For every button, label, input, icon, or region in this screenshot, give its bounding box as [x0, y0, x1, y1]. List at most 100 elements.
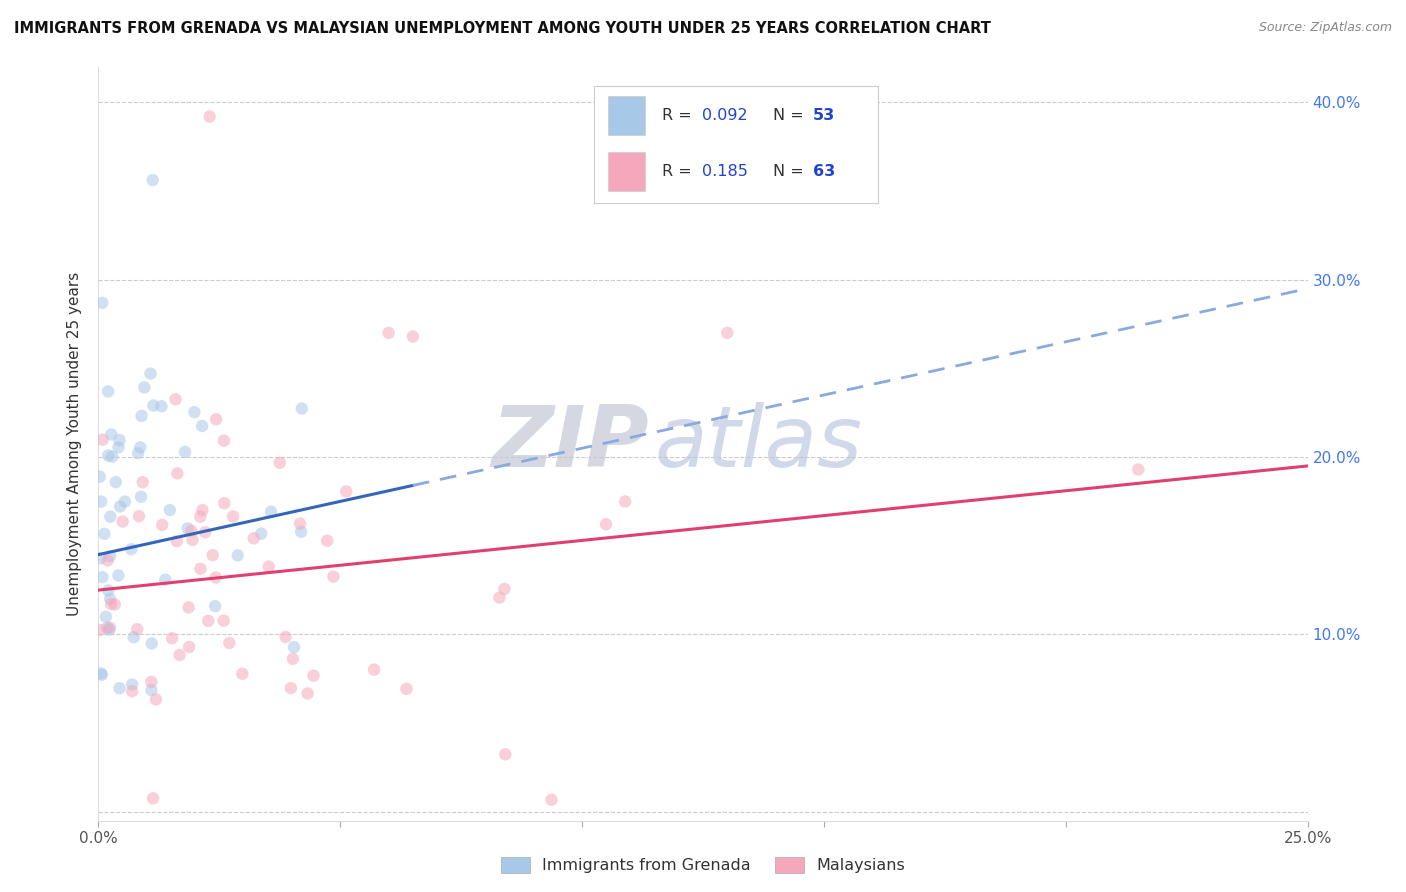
Point [150, 517, 173, 532]
Point [212, 496, 235, 510]
Point [169, 648, 191, 662]
Point [716, 326, 738, 340]
Point [93, 526, 115, 541]
Point [111, 515, 134, 529]
Point [127, 446, 149, 460]
Point [204, 570, 226, 584]
Point [89, 623, 111, 637]
Point [218, 636, 240, 650]
Point [91, 570, 114, 584]
Point [204, 599, 226, 614]
Point [141, 674, 163, 689]
Point [281, 652, 304, 666]
Point [160, 631, 183, 645]
Point [183, 405, 205, 419]
Point [94, 609, 117, 624]
Point [139, 367, 162, 381]
Point [395, 681, 418, 696]
Point [129, 441, 152, 455]
Point [201, 548, 224, 562]
Point [141, 683, 163, 698]
Point [274, 630, 297, 644]
Point [121, 684, 143, 698]
Point [89, 551, 111, 566]
Point [101, 450, 124, 464]
Point [316, 533, 339, 548]
Point [97, 553, 120, 567]
Point [540, 793, 562, 807]
Point [91, 295, 114, 310]
Point [250, 526, 273, 541]
Point [402, 329, 425, 343]
Point [190, 562, 212, 576]
Legend: Immigrants from Grenada, Malaysians: Immigrants from Grenada, Malaysians [495, 850, 911, 880]
Point [377, 326, 399, 340]
Point [142, 399, 165, 413]
Point [231, 666, 253, 681]
Point [363, 663, 385, 677]
Point [134, 380, 156, 394]
Point [97, 449, 120, 463]
Point [197, 614, 219, 628]
Point [98, 509, 121, 524]
Point [166, 534, 188, 549]
Point [150, 399, 173, 413]
Point [98, 549, 121, 563]
Y-axis label: Unemployment Among Youth under 25 years: Unemployment Among Youth under 25 years [67, 272, 83, 615]
Point [614, 494, 637, 508]
Point [280, 681, 302, 695]
Point [122, 630, 145, 644]
Point [335, 484, 357, 499]
Point [302, 669, 325, 683]
Point [488, 591, 510, 605]
Point [142, 791, 165, 805]
Point [188, 509, 211, 524]
Point [98, 621, 121, 635]
Point [108, 433, 131, 447]
Point [107, 568, 129, 582]
Point [226, 549, 249, 563]
Point [142, 173, 165, 187]
Point [98, 591, 121, 606]
Point [212, 614, 235, 628]
Text: Source: ZipAtlas.com: Source: ZipAtlas.com [1258, 21, 1392, 34]
Point [127, 622, 149, 636]
Point [288, 516, 311, 531]
Point [494, 747, 516, 762]
Point [97, 583, 120, 598]
Point [89, 469, 111, 483]
Text: IMMIGRANTS FROM GRENADA VS MALAYSIAN UNEMPLOYMENT AMONG YOUTH UNDER 25 YEARS COR: IMMIGRANTS FROM GRENADA VS MALAYSIAN UNE… [14, 21, 991, 36]
Point [155, 573, 177, 587]
Point [322, 569, 344, 583]
Point [260, 505, 283, 519]
Point [174, 445, 197, 459]
Point [114, 494, 136, 508]
Point [191, 503, 214, 517]
Point [177, 600, 200, 615]
Text: ZIP: ZIP [491, 402, 648, 485]
Point [191, 419, 214, 434]
Point [91, 433, 114, 447]
Point [269, 456, 291, 470]
Point [107, 441, 129, 455]
Point [165, 392, 187, 407]
Point [141, 636, 163, 650]
Point [494, 582, 516, 596]
Point [121, 677, 143, 691]
Point [120, 542, 142, 557]
Point [291, 401, 314, 416]
Text: atlas: atlas [655, 402, 863, 485]
Point [96, 621, 118, 635]
Point [290, 524, 312, 539]
Point [145, 692, 167, 706]
Point [159, 503, 181, 517]
Point [1128, 462, 1150, 476]
Point [104, 475, 127, 490]
Point [129, 490, 152, 504]
Point [90, 494, 112, 508]
Point [132, 475, 155, 490]
Point [180, 524, 202, 538]
Point [98, 623, 121, 637]
Point [212, 434, 235, 448]
Point [90, 666, 112, 681]
